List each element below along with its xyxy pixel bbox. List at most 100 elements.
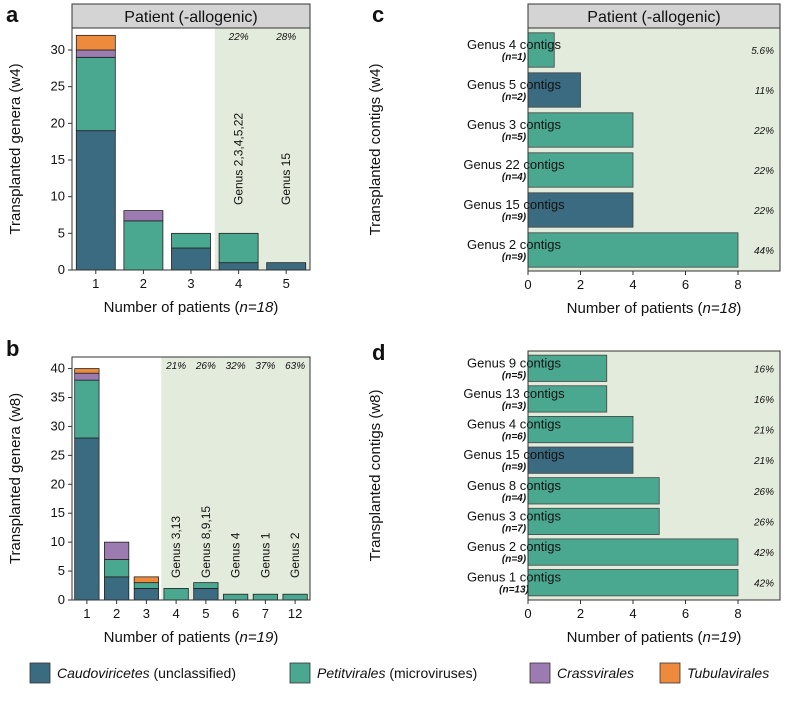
category-label: Genus 3 contigs [467,508,561,523]
y-axis-label: Transplanted genera (w8) [7,393,24,564]
x-axis-label-n: n=19 [703,629,737,646]
percent-label: 26% [753,517,774,528]
x-axis-label-close: ) [736,300,741,317]
x-tick-label: 2 [140,276,147,291]
category-label: Genus 4 contigs [467,37,561,52]
bar-segment [74,437,100,601]
legend: Caudoviricetes (unclassified) Petitvirale… [29,662,769,684]
bar-segment [74,368,100,374]
x-tick-label: 3 [143,606,150,621]
category-label: Genus 2 contigs [467,539,561,554]
legend-swatch [659,662,681,684]
y-tick-label: 10 [51,534,65,549]
category-n-label: (n=9) [502,554,527,565]
bar-segment [252,593,278,601]
y-tick-label: 40 [51,361,65,376]
bar-segment [123,220,164,271]
bar-segment [171,247,211,271]
bar-segment [266,262,307,271]
bar-segment [123,210,164,222]
bar [527,538,739,566]
panel-b-letter: b [6,336,19,361]
bar-segment [218,262,259,271]
x-tick-label: 7 [262,606,269,621]
bar [527,232,739,268]
y-tick-label: 15 [51,505,65,520]
bar-segment [282,593,308,601]
x-tick-label: 1 [83,606,90,621]
y-tick-label: 30 [51,42,65,57]
y-tick-label: 15 [51,152,65,167]
category-label: Genus 4 contigs [467,417,561,432]
y-tick-label: 5 [58,225,65,240]
category-n-label: (n=13) [499,585,529,596]
x-axis-label-close: ) [273,629,278,646]
x-axis-label: Number of patients (n=19) [567,629,742,646]
x-tick-label: 4 [629,277,636,292]
percent-label: 16% [754,395,774,406]
percent-label: 21% [165,361,186,372]
bar [527,152,634,188]
bar-segment [193,582,219,589]
category-n-label: (n=9) [502,462,527,473]
percent-label: 26% [195,361,216,372]
x-tick-label: 4 [173,606,180,621]
percent-label: 42% [754,579,774,590]
category-label: Genus 3 contigs [467,117,561,132]
bar-segment [75,34,116,51]
panel-a-chart: Patient (-allogenic) 1 2 3 4 22% Genus 2,3,4,5… [7,3,311,316]
bar [527,354,608,382]
y-tick-label: 25 [51,79,65,94]
bar [527,415,634,444]
percent-label: 44% [754,246,774,257]
bar [527,569,739,597]
bar [527,112,634,148]
bar-segment [163,588,189,601]
legend-name: Crassvirales [557,665,634,681]
percent-label: 22% [753,166,774,177]
x-axis-label: Number of patients (n=18) [567,300,742,317]
x-axis-label-n: n=19 [240,629,274,646]
panel-a-letter: a [6,2,19,27]
y-tick-label: 25 [51,447,65,462]
percent-label: 42% [754,548,774,559]
x-axis-label-close: ) [736,629,741,646]
bar [527,477,660,505]
genus-annotation: Genus 4 [229,532,243,578]
x-tick-label: 6 [682,606,689,621]
bar-segment [133,582,159,589]
genus-annotation: Genus 2 [288,532,302,578]
category-n-label: (n=4) [502,172,527,183]
genus-annotation: Genus 15 [279,153,293,205]
x-tick-label: 5 [202,606,209,621]
shaded-region [161,357,310,600]
genus-annotation: Genus 2,3,4,5,22 [232,113,246,205]
panel-header-title: Patient (-allogenic) [124,9,257,26]
bar-segment [223,593,249,601]
legend-label: Caudoviricetes (unclassified) [57,665,236,681]
bar [527,446,634,474]
legend-suffix: (unclassified) [150,665,236,681]
x-tick-label: 8 [734,606,741,621]
percent-label: 37% [255,361,275,372]
x-tick-label: 6 [682,277,689,292]
x-tick-label: 5 [283,276,290,291]
percent-label: 26% [753,487,774,498]
x-tick-label: 12 [288,606,302,621]
legend-label: Tubulavirales [687,665,769,681]
x-tick-label: 0 [524,277,531,292]
bar [527,192,634,228]
x-tick-label: 3 [187,276,194,291]
y-tick-label: 20 [51,115,65,130]
x-tick-label: 2 [113,606,120,621]
x-axis-label: Number of patients (n=18) [104,299,279,316]
bar-segment [133,588,159,601]
x-tick-label: 1 [92,276,99,291]
category-n-label: (n=9) [502,252,527,263]
category-label: Genus 22 contigs [463,157,565,172]
y-tick-label: 5 [58,563,65,578]
category-label: Genus 15 contigs [463,447,565,462]
plot-area [528,28,780,271]
plot-frame [527,27,781,272]
